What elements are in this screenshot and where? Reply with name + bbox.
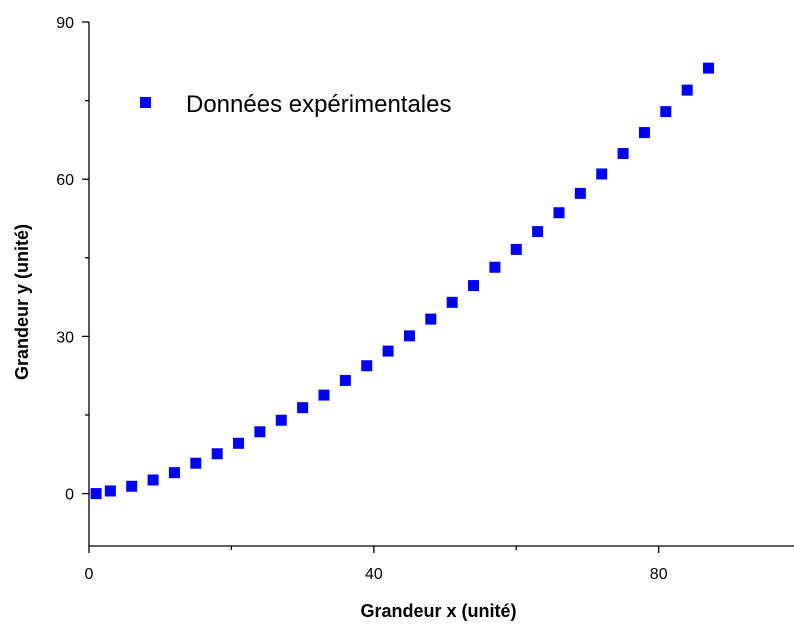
x-tick-label: 40: [365, 566, 383, 583]
data-point: [638, 127, 650, 139]
legend-marker: [140, 97, 151, 108]
data-point: [681, 84, 693, 96]
data-point: [382, 345, 394, 357]
data-point: [275, 414, 287, 426]
data-point: [211, 448, 223, 460]
data-point: [489, 261, 501, 273]
data-point: [168, 467, 180, 479]
data-point: [90, 488, 102, 500]
y-tick-label: 30: [56, 329, 74, 346]
data-point: [574, 187, 586, 199]
legend: Données expérimentales: [140, 91, 452, 118]
data-point: [339, 374, 351, 386]
data-point: [446, 296, 458, 308]
axes: [88, 22, 794, 547]
data-point: [617, 148, 629, 160]
data-point: [318, 389, 330, 401]
data-point: [147, 474, 159, 486]
y-tick-label: 0: [65, 487, 74, 504]
x-tick-label: 0: [85, 566, 94, 583]
y-tick-label: 90: [56, 15, 74, 32]
data-point: [553, 207, 565, 219]
data-point: [104, 485, 116, 497]
data-point: [510, 243, 522, 255]
legend-label: Données expérimentales: [186, 91, 452, 118]
data-point: [297, 402, 309, 414]
data-point: [660, 106, 672, 118]
data-point: [361, 360, 373, 372]
ticks: 0 40 80 0 30 60 90: [56, 15, 667, 583]
data-point: [190, 457, 202, 469]
x-tick-label: 80: [650, 566, 668, 583]
data-point: [468, 280, 480, 292]
data-point: [254, 426, 266, 438]
data-point: [403, 330, 415, 342]
data-point: [425, 313, 437, 325]
data-point: [532, 226, 544, 238]
y-axis-title: Grandeur y (unité): [12, 224, 32, 380]
data-points: [90, 62, 715, 500]
data-point: [703, 62, 715, 74]
y-tick-label: 60: [56, 172, 74, 189]
x-axis-title: Grandeur x (unité): [360, 601, 516, 621]
data-point: [126, 480, 138, 492]
data-point: [596, 168, 608, 180]
data-point: [233, 437, 245, 449]
